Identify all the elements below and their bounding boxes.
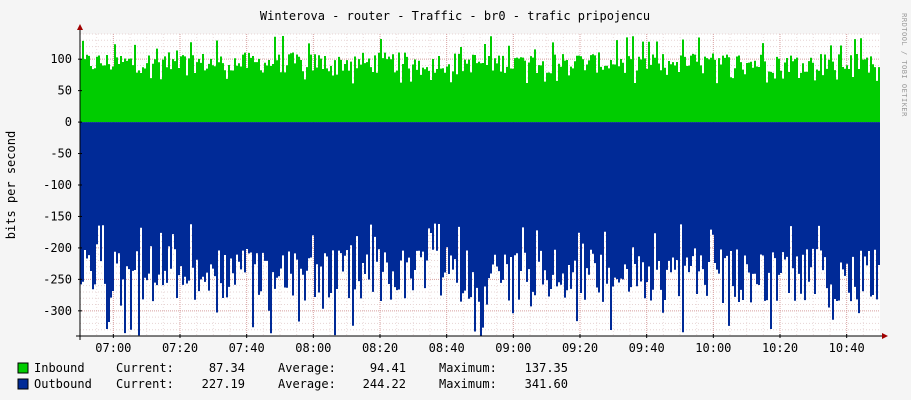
x-tick-label: 07:40 — [229, 341, 265, 355]
y-tick-label: -250 — [43, 272, 72, 286]
legend-maximum-value: 341.60 — [525, 377, 568, 391]
legend-swatch — [17, 378, 29, 390]
y-tick-label: -300 — [43, 304, 72, 318]
legend-maximum-label: Maximum: — [439, 377, 497, 391]
x-axis-arrow — [882, 333, 888, 339]
chart-title: Winterova - router - Traffic - br0 - tra… — [260, 9, 650, 23]
x-tick-label: 10:00 — [695, 341, 731, 355]
legend-average-value: 94.41 — [370, 361, 406, 375]
legend-row-inbound: Inbound Current: 87.34 Average: 94.41 Maximum… — [17, 361, 568, 375]
y-tick-label: -50 — [50, 147, 72, 161]
y-axis-label: bits per second — [4, 131, 18, 239]
legend-current-value: 227.19 — [202, 377, 245, 391]
y-axis-arrow — [77, 24, 83, 30]
rrdtool-watermark: RRDTOOL / TOBI OETIKER — [900, 13, 908, 117]
legend-current-label: Current: — [116, 361, 174, 375]
legend-series-name: Outbound — [34, 377, 92, 391]
y-tick-label: 100 — [50, 52, 72, 66]
legend-swatch — [17, 362, 29, 374]
axes — [76, 24, 888, 340]
legend-maximum-label: Maximum: — [439, 361, 497, 375]
x-tick-label: 09:40 — [629, 341, 665, 355]
x-tick-labels: 07:00 07:20 07:40 08:00 08:20 08:40 09:00 09:20… — [95, 341, 864, 355]
x-tick-label: 08:20 — [362, 341, 398, 355]
x-tick-label: 10:20 — [762, 341, 798, 355]
y-tick-label: -200 — [43, 241, 72, 255]
y-tick-labels: 100 50 0 -50 -100 -150 -200 -250 -300 — [43, 52, 72, 318]
x-tick-label: 09:20 — [562, 341, 598, 355]
area-inbound — [80, 36, 880, 123]
x-tick-label: 07:20 — [162, 341, 198, 355]
legend-current-value: 87.34 — [209, 361, 245, 375]
legend-average-value: 244.22 — [363, 377, 406, 391]
y-tick-label: -150 — [43, 209, 72, 223]
legend-average-label: Average: — [278, 377, 336, 391]
x-tick-label: 10:40 — [829, 341, 865, 355]
y-tick-label: -100 — [43, 178, 72, 192]
y-tick-label: 0 — [65, 115, 72, 129]
legend-average-label: Average: — [278, 361, 336, 375]
x-tick-label: 07:00 — [95, 341, 131, 355]
legend-current-label: Current: — [116, 377, 174, 391]
x-tick-label: 09:00 — [495, 341, 531, 355]
y-tick-label: 50 — [58, 84, 72, 98]
x-tick-label: 08:40 — [429, 341, 465, 355]
area-outbound — [80, 122, 880, 336]
legend-series-name: Inbound — [34, 361, 85, 375]
x-tick-label: 08:00 — [295, 341, 331, 355]
legend-maximum-value: 137.35 — [525, 361, 568, 375]
data-areas — [80, 36, 880, 336]
legend-row-outbound: Outbound Current: 227.19 Average: 244.22 Maxi… — [17, 377, 568, 391]
legend: Inbound Current: 87.34 Average: 94.41 Maximum… — [17, 361, 568, 391]
